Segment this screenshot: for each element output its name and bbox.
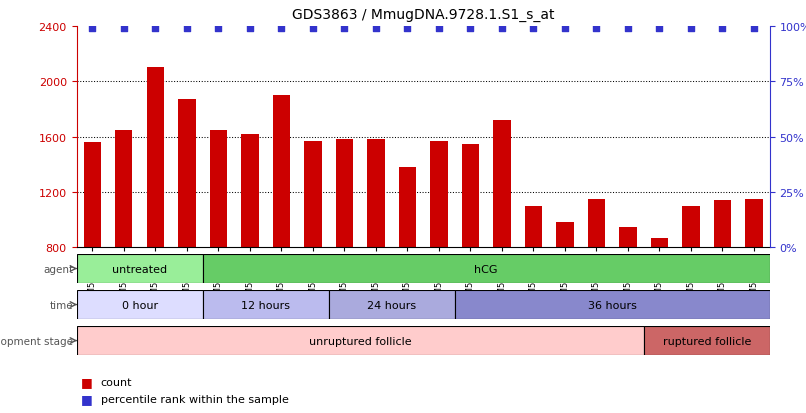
Point	[496, 26, 509, 32]
Text: 36 hours: 36 hours	[588, 300, 637, 310]
Text: percentile rank within the sample: percentile rank within the sample	[101, 394, 289, 404]
Point	[212, 26, 225, 32]
Bar	[178, 100, 196, 248]
Point	[527, 26, 540, 32]
Bar	[304, 142, 322, 248]
Bar	[650, 238, 668, 248]
Text: untreated: untreated	[112, 264, 167, 274]
Title: GDS3863 / MmugDNA.9728.1.S1_s_at: GDS3863 / MmugDNA.9728.1.S1_s_at	[292, 8, 555, 21]
Bar	[455, 291, 770, 319]
Bar	[202, 291, 329, 319]
Text: unruptured follicle: unruptured follicle	[309, 336, 411, 346]
Bar	[683, 206, 700, 248]
Point	[181, 26, 193, 32]
Bar	[746, 199, 762, 248]
Bar	[644, 327, 770, 355]
Text: hCG: hCG	[475, 264, 498, 274]
Bar	[399, 168, 416, 248]
Bar	[493, 121, 510, 248]
Point	[716, 26, 729, 32]
Point	[590, 26, 603, 32]
Bar	[77, 327, 644, 355]
Bar	[462, 144, 479, 248]
Bar	[368, 140, 384, 248]
Point	[275, 26, 288, 32]
Bar	[77, 291, 202, 319]
Text: 24 hours: 24 hours	[367, 300, 416, 310]
Point	[86, 26, 99, 32]
Bar	[77, 255, 202, 283]
Point	[338, 26, 351, 32]
Bar	[556, 223, 574, 248]
Bar	[525, 206, 542, 248]
Bar	[84, 143, 101, 248]
Text: 12 hours: 12 hours	[241, 300, 290, 310]
Point	[149, 26, 162, 32]
Text: time: time	[49, 300, 73, 310]
Text: ■: ■	[81, 375, 93, 389]
Bar	[241, 135, 259, 248]
Text: count: count	[101, 377, 132, 387]
Bar	[147, 68, 164, 248]
Point	[464, 26, 477, 32]
Bar	[115, 131, 132, 248]
Point	[306, 26, 319, 32]
Bar	[202, 255, 770, 283]
Point	[684, 26, 697, 32]
Point	[653, 26, 666, 32]
Text: ruptured follicle: ruptured follicle	[663, 336, 751, 346]
Bar	[588, 199, 605, 248]
Bar	[714, 201, 731, 248]
Bar	[430, 142, 447, 248]
Bar	[336, 140, 353, 248]
Bar	[210, 131, 227, 248]
Point	[747, 26, 760, 32]
Point	[369, 26, 382, 32]
Point	[559, 26, 571, 32]
Text: 0 hour: 0 hour	[122, 300, 158, 310]
Bar	[619, 227, 637, 248]
Text: development stage: development stage	[0, 336, 73, 346]
Bar	[329, 291, 455, 319]
Text: ■: ■	[81, 392, 93, 405]
Point	[433, 26, 446, 32]
Bar	[272, 96, 290, 248]
Point	[118, 26, 131, 32]
Point	[621, 26, 634, 32]
Text: agent: agent	[43, 264, 73, 274]
Point	[401, 26, 413, 32]
Point	[243, 26, 256, 32]
